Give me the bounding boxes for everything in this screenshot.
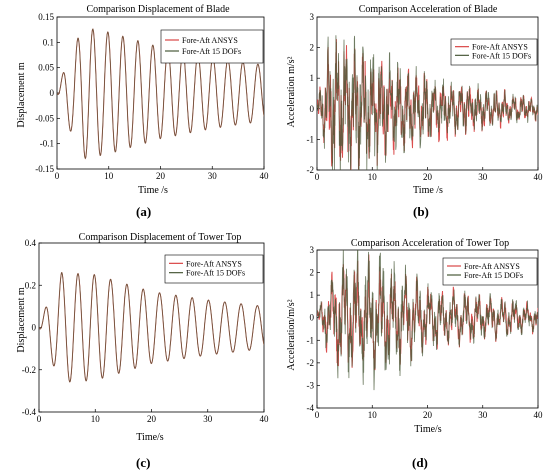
panel-a: Comparison Displacement of Blade Time /s… xyxy=(16,4,230,219)
chart-c-xtick-label: 10 xyxy=(91,414,101,424)
chart-d-ytick-label: 2 xyxy=(310,268,315,278)
chart-a-xtick-label: 0 xyxy=(55,171,60,181)
chart-b-xtick-label: 10 xyxy=(368,172,378,182)
chart-d-xtick-label: 0 xyxy=(315,410,320,420)
chart-c-ytick-label: 0.2 xyxy=(25,280,36,290)
chart-b-ytick-label: 0 xyxy=(310,104,315,114)
panel-a-caption: (a) xyxy=(136,204,151,219)
chart-a-ytick-label: 0.1 xyxy=(43,37,54,47)
chart-d-ytick-label: 1 xyxy=(310,290,315,300)
panel-b: Comparison Acceleration of Blade Time /s… xyxy=(286,4,498,219)
chart-a-xtick-label: 30 xyxy=(208,171,218,181)
chart-a-legend-label: Fore-Aft ANSYS xyxy=(182,36,238,45)
panel-c-ylabel: Displacement m xyxy=(16,287,27,352)
chart-b-legend-label: Fore-Aft ANSYS xyxy=(472,43,528,52)
panel-a-title: Comparison Displacement of Blade xyxy=(86,4,230,15)
chart-b-ytick-label: 1 xyxy=(310,73,315,83)
chart-a-ytick-label: -0.05 xyxy=(35,113,54,123)
chart-b-xtick-label: 40 xyxy=(534,172,544,182)
chart-b-xtick-label: 30 xyxy=(478,172,488,182)
chart-a-ytick-label: -0.1 xyxy=(40,139,54,149)
chart-c: 0 10 20 30 40 -0.4 -0.2 0 0.2 0.4 Fore-Aft ANSYSFo… xyxy=(22,238,269,424)
panel-a-xlabel: Time /s xyxy=(138,185,168,196)
chart-a-legend-label: Fore-Aft 15 DOFs xyxy=(182,47,241,56)
chart-c-xtick-label: 40 xyxy=(260,414,270,424)
chart-d-ytick-label: 3 xyxy=(310,245,315,255)
chart-d-xtick-label: 20 xyxy=(423,410,433,420)
chart-d-series-line xyxy=(317,250,538,391)
chart-d-legend-label: Fore-Aft 15 DOFs xyxy=(464,271,523,280)
chart-c-series-line xyxy=(39,271,264,383)
chart-a-ytick-label: 0.05 xyxy=(38,63,54,73)
chart-c-xtick-label: 0 xyxy=(37,414,42,424)
panel-b-xlabel: Time /s xyxy=(413,185,443,196)
chart-c-legend-label: Fore-Aft 15 DOFs xyxy=(186,269,245,278)
chart-c-ytick-label: 0 xyxy=(32,323,37,333)
chart-c-legend-label: Fore-Aft ANSYS xyxy=(186,259,242,268)
chart-d-ytick-label: -4 xyxy=(307,403,315,413)
panel-a-ylabel: Displacement m xyxy=(16,62,27,127)
chart-d-legend-label: Fore-Aft ANSYS xyxy=(464,262,520,271)
chart-d-xtick-label: 40 xyxy=(534,410,544,420)
chart-d-ytick-label: 0 xyxy=(310,313,315,323)
chart-d-xtick-label: 10 xyxy=(368,410,378,420)
panel-d-xlabel: Time/s xyxy=(414,424,442,435)
chart-a-ytick-label: 0 xyxy=(50,88,55,98)
chart-d: 0 10 20 30 40 -4 -3 -2 -1 0 1 2 3 Fore-Aft ANSYSFore-… xyxy=(307,245,544,420)
panel-b-title: Comparison Acceleration of Blade xyxy=(359,4,498,15)
chart-b-xtick-label: 20 xyxy=(423,172,433,182)
panel-b-caption: (b) xyxy=(413,204,429,219)
panel-c-xlabel: Time/s xyxy=(136,432,164,443)
chart-c-series-line xyxy=(39,272,264,383)
chart-b: 0 10 20 30 40 -2 -1 0 1 2 3 Fore-Aft ANSYSFore-Aft … xyxy=(307,12,544,182)
chart-c-ytick-label: -0.4 xyxy=(22,407,37,417)
chart-a: 0 10 20 30 40 -0.15 -0.1 -0.05 0 0.05 0.1 0.15 Fore-… xyxy=(35,12,269,181)
chart-a-ytick-label: 0.15 xyxy=(38,12,54,22)
chart-d-ytick-label: -1 xyxy=(307,335,315,345)
chart-a-xtick-label: 40 xyxy=(260,171,270,181)
chart-c-ytick-label: 0.4 xyxy=(25,238,37,248)
chart-c-ytick-label: -0.2 xyxy=(22,365,36,375)
chart-a-legend: Fore-Aft ANSYS Fore-Aft 15 DOFs xyxy=(160,29,264,64)
panel-c-caption: (c) xyxy=(136,455,150,470)
chart-a-ytick-label: -0.15 xyxy=(35,164,54,174)
panel-d-title: Comparison Acceleration of Tower Top xyxy=(351,238,509,249)
chart-a-xtick-label: 20 xyxy=(156,171,166,181)
chart-d-xtick-label: 30 xyxy=(478,410,488,420)
chart-b-xtick-label: 0 xyxy=(315,172,320,182)
panel-c: Comparison Displacement of Tower Top Tim… xyxy=(16,232,241,470)
chart-a-xtick-label: 10 xyxy=(104,171,114,181)
panel-d: Comparison Acceleration of Tower Top Tim… xyxy=(286,238,509,470)
chart-b-series-line xyxy=(317,35,538,170)
chart-b-ytick-label: 2 xyxy=(310,43,315,53)
chart-b-ytick-label: -2 xyxy=(307,165,315,175)
chart-c-xtick-label: 30 xyxy=(203,414,213,424)
chart-b-ytick-label: 3 xyxy=(310,12,315,22)
chart-d-ytick-label: -2 xyxy=(307,358,315,368)
panel-d-caption: (d) xyxy=(412,455,428,470)
chart-b-ytick-label: -1 xyxy=(307,134,315,144)
panel-d-ylabel: Acceleration/m/s² xyxy=(286,299,297,370)
chart-a-series-line xyxy=(57,28,264,160)
panel-c-title: Comparison Displacement of Tower Top xyxy=(79,232,242,243)
chart-d-ytick-label: -3 xyxy=(307,380,315,390)
chart-b-legend-label: Fore-Aft 15 DOFs xyxy=(472,51,531,60)
panel-b-ylabel: Acceleration m/s² xyxy=(286,56,297,127)
chart-c-xtick-label: 20 xyxy=(147,414,157,424)
